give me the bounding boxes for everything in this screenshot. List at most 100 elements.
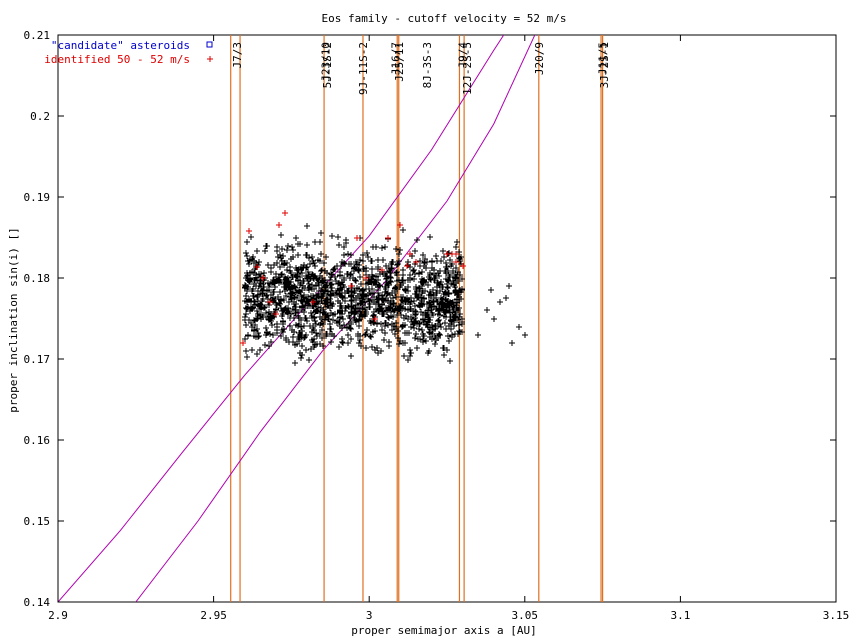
- asteroid-point: [387, 268, 393, 274]
- asteroid-point: [294, 267, 300, 273]
- y-axis: 0.14 0.15 0.16 0.17 0.18 0.19 0.2 0.21: [24, 29, 836, 609]
- legend-marker-candidates: [206, 41, 213, 48]
- asteroid-point: [351, 268, 357, 274]
- asteroid-point: [243, 250, 249, 256]
- x-tick-label: 3.1: [670, 609, 690, 622]
- asteroid-point: [446, 338, 452, 344]
- asteroid-point: [453, 244, 459, 250]
- asteroid-point: [357, 257, 363, 263]
- asteroid-point: [310, 275, 316, 281]
- y-tick-label: 0.19: [24, 191, 51, 204]
- asteroid-point: [412, 291, 418, 297]
- identified-point: [407, 251, 413, 257]
- asteroid-point: [310, 339, 316, 345]
- asteroid-point: [459, 329, 465, 335]
- asteroid-point: [299, 328, 305, 334]
- asteroid-point: [243, 322, 249, 328]
- asteroid-point: [268, 265, 274, 271]
- asteroid-point: [341, 252, 347, 258]
- asteroid-point: [411, 298, 417, 304]
- asteroid-point: [369, 266, 375, 272]
- asteroid-point: [360, 258, 366, 264]
- asteroid-point: [426, 329, 432, 335]
- asteroid-point: [425, 350, 431, 356]
- asteroid-point: [412, 248, 418, 254]
- asteroid-point: [293, 307, 299, 313]
- y-tick-label: 0.14: [24, 596, 51, 609]
- asteroid-point: [243, 293, 249, 299]
- asteroid-point: [367, 333, 373, 339]
- asteroid-point: [319, 327, 325, 333]
- asteroid-point: [245, 332, 251, 338]
- asteroid-point: [414, 237, 420, 243]
- identified-point: [453, 251, 459, 257]
- asteroid-point: [375, 287, 381, 293]
- asteroid-point: [355, 331, 361, 337]
- asteroid-point: [381, 298, 387, 304]
- resonance-label: 3J-2S-1: [598, 42, 611, 88]
- asteroid-point: [443, 260, 449, 266]
- asteroid-point: [399, 277, 405, 283]
- asteroid-point: [348, 353, 354, 359]
- asteroid-point: [256, 271, 262, 277]
- asteroid-point: [403, 288, 409, 294]
- legend-marker-identified: [207, 56, 213, 62]
- asteroid-point: [382, 323, 388, 329]
- asteroid-point: [421, 277, 427, 283]
- asteroid-point: [287, 291, 293, 297]
- asteroid-point: [284, 283, 290, 289]
- asteroid-point: [299, 270, 305, 276]
- asteroid-point: [319, 279, 325, 285]
- asteroid-point: [516, 324, 522, 330]
- resonance-label: 12J-2S-5: [461, 42, 474, 95]
- asteroid-point: [452, 315, 458, 321]
- asteroid-point: [275, 294, 281, 300]
- asteroid-point: [324, 331, 330, 337]
- asteroid-point: [368, 258, 374, 264]
- asteroid-point: [274, 248, 280, 254]
- asteroid-point: [395, 335, 401, 341]
- asteroid-point: [475, 332, 481, 338]
- asteroid-point: [522, 332, 528, 338]
- asteroid-point: [357, 295, 363, 301]
- asteroid-point: [348, 294, 354, 300]
- asteroid-point: [405, 284, 411, 290]
- asteroid-point: [364, 327, 370, 333]
- asteroid-point: [436, 317, 442, 323]
- x-axis-title: proper semimajor axis a [AU]: [351, 624, 536, 637]
- asteroid-point: [348, 252, 354, 258]
- asteroid-point: [420, 339, 426, 345]
- asteroid-point: [393, 284, 399, 290]
- asteroid-point: [246, 297, 252, 303]
- asteroid-point: [375, 296, 381, 302]
- asteroid-point: [250, 254, 256, 260]
- asteroid-point: [444, 281, 450, 287]
- asteroid-point: [266, 284, 272, 290]
- asteroid-point: [348, 336, 354, 342]
- asteroid-point: [269, 322, 275, 328]
- asteroid-point: [320, 321, 326, 327]
- asteroid-point: [384, 275, 390, 281]
- asteroid-point: [374, 345, 380, 351]
- identified-point: [273, 311, 279, 317]
- asteroid-point: [443, 270, 449, 276]
- asteroid-point: [270, 279, 276, 285]
- asteroid-point: [439, 301, 445, 307]
- y-tick-label: 0.18: [24, 272, 51, 285]
- asteroid-point: [296, 315, 302, 321]
- asteroid-point: [402, 340, 408, 346]
- asteroid-point: [316, 282, 322, 288]
- asteroid-point: [244, 253, 250, 259]
- asteroid-point: [363, 331, 369, 337]
- resonance-label: J16/7: [390, 42, 403, 75]
- asteroid-point: [353, 278, 359, 284]
- asteroid-point: [342, 298, 348, 304]
- asteroid-point: [313, 321, 319, 327]
- asteroid-point: [345, 251, 351, 257]
- asteroid-point: [317, 273, 323, 279]
- asteroid-point: [263, 310, 269, 316]
- asteroid-point: [456, 255, 462, 261]
- asteroid-point: [440, 248, 446, 254]
- asteroid-point: [253, 275, 259, 281]
- asteroid-point: [365, 292, 371, 298]
